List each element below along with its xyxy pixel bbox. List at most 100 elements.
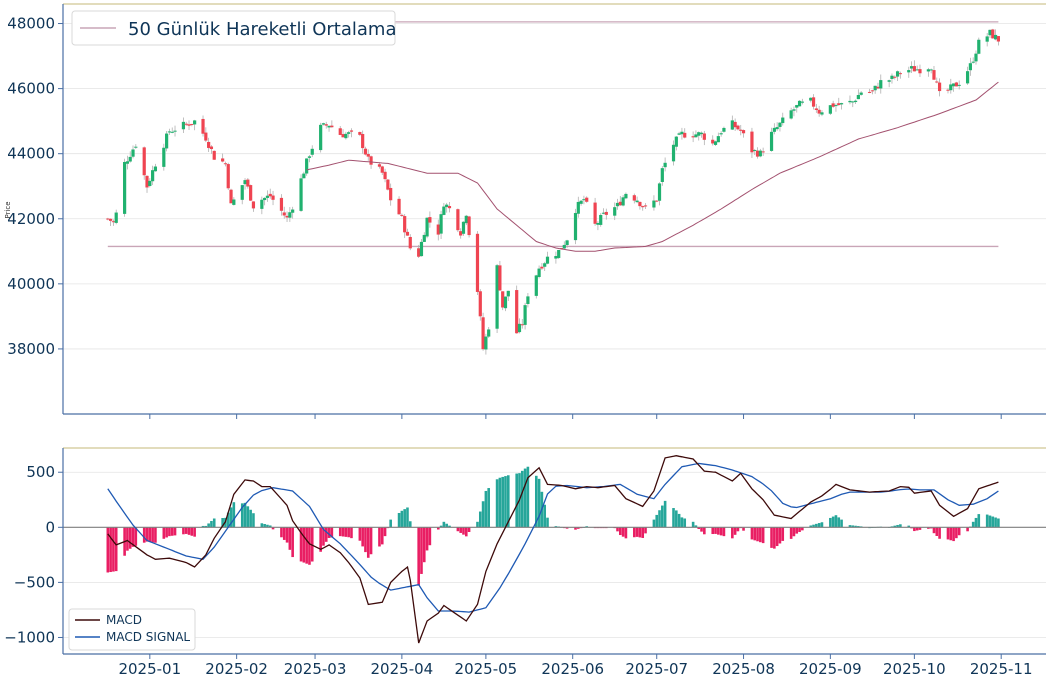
candle [545,251,550,265]
macd-histogram-bar [229,507,233,528]
candle-body [615,202,620,207]
candle-body [859,92,863,95]
macd-legend-label: MACD [106,613,142,627]
candle-body [929,69,933,71]
macd-histogram-bar [809,525,813,528]
candle [106,217,110,221]
candle [153,163,158,172]
candle [397,196,401,215]
macd-histogram-bar [151,527,154,543]
candle-body [702,133,706,140]
macd-histogram-bar [848,525,852,528]
candle-body [358,132,362,135]
candle-body [968,63,972,71]
candle [697,131,701,141]
candle [419,239,424,257]
candle-body [797,100,802,107]
macd-histogram-bar [131,527,135,547]
candle-body [839,103,844,105]
candle-body [361,133,365,149]
candle [890,73,894,84]
candle-body [419,241,424,257]
macd-histogram-bar [310,527,314,562]
candle-body [828,105,832,114]
candle [907,66,911,78]
macd-histogram-bar [633,527,636,538]
candle-body [151,170,155,182]
ma50-line [306,81,999,252]
candle [363,146,368,156]
macd-histogram-bar [915,527,919,531]
candle-body [601,212,606,214]
candle [949,78,953,94]
candle [834,103,838,112]
candle-body [699,132,704,135]
macd-histogram-bar [193,527,196,537]
candle [954,81,958,87]
candle [573,208,578,245]
candle-body [226,164,230,189]
candle-body [386,179,390,190]
candle-body [879,80,883,89]
candle [593,197,597,226]
candle-body [123,161,127,214]
macd-histogram-bar [271,527,275,530]
candle [839,102,844,110]
candle-body [170,131,174,133]
macd-histogram-bar [109,527,112,573]
candle-body [142,147,146,176]
macd-histogram-bar [789,527,793,539]
candle-body [851,101,855,103]
candle-body [397,198,401,215]
candle [540,263,544,270]
candle-body [932,70,936,80]
candle-body [125,161,130,164]
macd-histogram-bar [366,527,370,558]
macd-histogram-bar [574,527,577,530]
candle [792,106,796,117]
candle [447,202,452,213]
candle [187,120,191,131]
candle [562,241,566,250]
candle [613,202,617,221]
candle-body [389,187,393,201]
candle [683,128,687,139]
candle [828,105,832,115]
macd-y-tick-label: −1000 [4,628,55,646]
price-y-axis-label: Price [4,201,12,218]
candle-body [991,29,995,39]
candle [123,158,127,217]
macd-histogram-bar [148,527,152,543]
macd-histogram-bar [661,505,664,528]
candle [641,205,645,211]
candle [403,214,407,239]
candle [769,127,774,152]
candle [932,65,936,80]
candle [349,128,354,138]
candle [856,89,860,100]
candle [327,125,331,132]
macd-histogram-bar [308,527,311,565]
candle [985,33,989,47]
candle [713,140,718,146]
candle-body [965,71,970,84]
candle-body [363,148,368,155]
candle-body [753,150,757,152]
price-legend: 50 Günlük Hareketli Ortalama [71,10,396,46]
candle [226,162,230,191]
candle [380,165,384,176]
candle [677,131,681,136]
macd-histogram-bar [501,476,504,528]
candle-body [221,158,225,162]
candle [265,190,270,202]
macd-histogram-bar [445,523,448,528]
candle [711,135,715,146]
macd-histogram-bar [288,527,292,550]
candle-body [475,233,480,292]
candle [638,201,642,210]
candle [193,119,197,131]
candle [503,296,508,312]
macd-histogram-bar [546,517,549,528]
candle-body [515,290,519,334]
candle-body [324,124,328,126]
